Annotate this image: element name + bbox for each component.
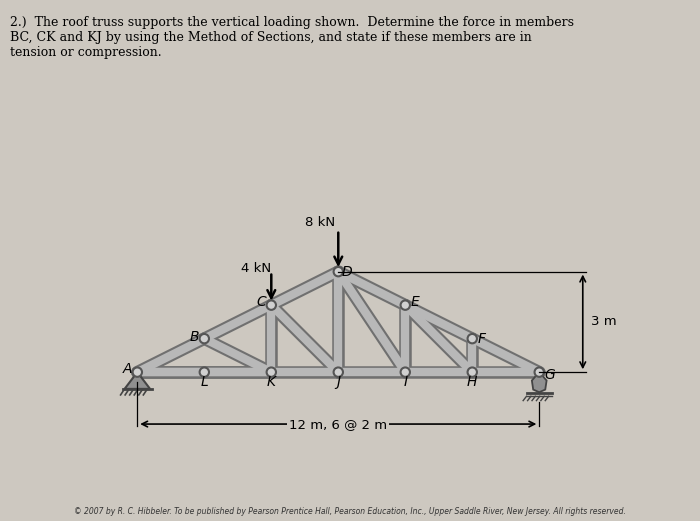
Circle shape bbox=[468, 367, 477, 377]
Text: J: J bbox=[336, 375, 340, 389]
Circle shape bbox=[199, 334, 209, 343]
Text: 2.)  The roof truss supports the vertical loading shown.  Determine the force in: 2.) The roof truss supports the vertical… bbox=[10, 16, 575, 59]
Text: 3 m: 3 m bbox=[591, 315, 617, 328]
Text: B: B bbox=[190, 330, 199, 344]
Text: © 2007 by R. C. Hibbeler. To be published by Pearson Prentice Hall, Pearson Educ: © 2007 by R. C. Hibbeler. To be publishe… bbox=[74, 507, 626, 516]
Text: C: C bbox=[256, 295, 266, 309]
Text: 8 kN: 8 kN bbox=[304, 216, 335, 229]
Circle shape bbox=[199, 367, 209, 377]
Circle shape bbox=[334, 267, 343, 276]
Circle shape bbox=[400, 301, 410, 310]
Circle shape bbox=[400, 367, 410, 377]
Circle shape bbox=[132, 367, 142, 377]
Text: F: F bbox=[477, 332, 486, 345]
Text: L: L bbox=[200, 375, 208, 389]
Polygon shape bbox=[532, 372, 547, 392]
Polygon shape bbox=[125, 372, 150, 389]
Text: 12 m, 6 @ 2 m: 12 m, 6 @ 2 m bbox=[289, 417, 387, 430]
Text: 4 kN: 4 kN bbox=[241, 262, 272, 275]
Circle shape bbox=[267, 301, 276, 310]
Circle shape bbox=[267, 367, 276, 377]
Text: E: E bbox=[410, 295, 419, 309]
Text: H: H bbox=[467, 375, 477, 389]
Circle shape bbox=[535, 367, 544, 377]
Circle shape bbox=[334, 367, 343, 377]
Text: A: A bbox=[122, 363, 132, 377]
Text: K: K bbox=[267, 375, 276, 389]
Text: G: G bbox=[544, 368, 554, 382]
Text: D: D bbox=[342, 265, 352, 279]
Text: I: I bbox=[403, 375, 407, 389]
Circle shape bbox=[468, 334, 477, 343]
